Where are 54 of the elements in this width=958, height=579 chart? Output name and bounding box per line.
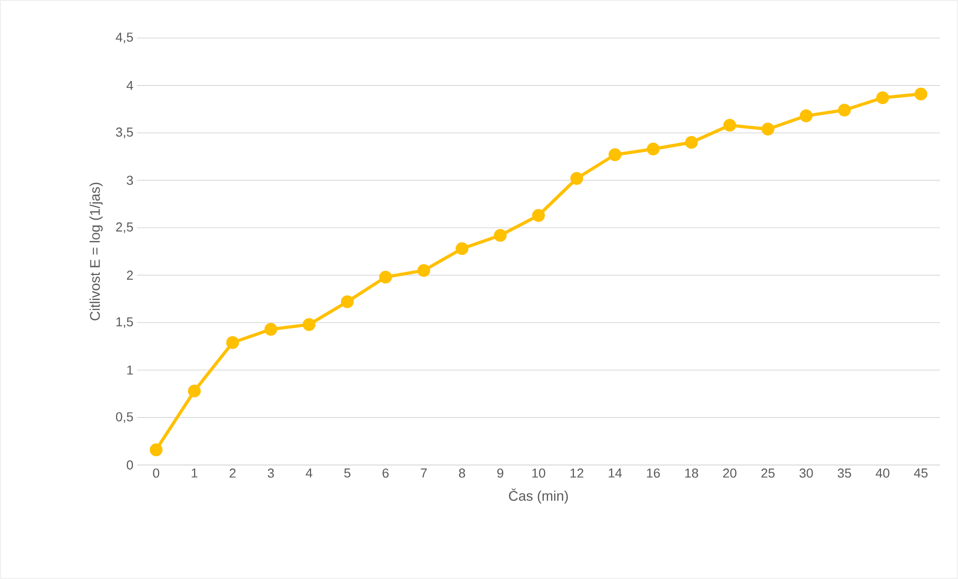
y-tick-label: 4,5	[116, 32, 133, 44]
point	[685, 136, 698, 149]
point	[608, 148, 622, 162]
point	[188, 384, 201, 398]
y-tick-label: 4	[126, 80, 134, 90]
y-tick-label: 1	[127, 366, 133, 375]
point	[302, 318, 316, 331]
x-tick-label: 5	[344, 468, 350, 478]
point	[456, 242, 468, 256]
y-tick-label: 0	[126, 460, 133, 470]
point	[150, 443, 163, 456]
x-tick-label: 45	[914, 468, 928, 478]
x-tick-label: 4	[306, 468, 312, 478]
y-axis-title: Citlivost E = log (1/jas)	[90, 182, 103, 320]
x-tick-label: 35	[838, 468, 852, 478]
x-tick-label: 25	[761, 468, 775, 478]
point	[876, 91, 890, 104]
y-tick-label: 1,5	[116, 317, 133, 328]
x-tick-label: 0	[153, 468, 160, 478]
point	[340, 295, 354, 308]
point	[800, 109, 813, 122]
x-tick-label: 16	[647, 468, 660, 478]
point	[417, 264, 430, 277]
point	[838, 104, 851, 117]
y-tick-label: 0,5	[116, 412, 133, 423]
x-tick-label: 1	[192, 468, 198, 478]
x-tick-label: 2	[230, 468, 236, 478]
point	[379, 270, 392, 284]
x-tick-label: 30	[799, 468, 813, 478]
point	[532, 209, 545, 222]
x-tick-label: 20	[723, 468, 736, 478]
point	[264, 322, 278, 336]
x-tick-label: 10	[532, 468, 546, 478]
point	[226, 336, 240, 349]
point	[762, 122, 774, 136]
x-tick-label: 6	[382, 468, 389, 478]
x-tick-label: 12	[570, 468, 584, 478]
y-tick-label: 2	[126, 270, 133, 280]
y-tick-label: 3	[126, 176, 133, 185]
y-tick-label: 3,5	[116, 128, 133, 138]
x-tick-label: 9	[497, 468, 504, 478]
point	[723, 118, 736, 132]
x-tick-label: 18	[685, 468, 698, 478]
point	[494, 228, 507, 242]
y-tick-label: 2,5	[116, 222, 133, 234]
x-tick-label: 14	[608, 468, 622, 478]
x-tick-label: 8	[458, 468, 466, 478]
x-tick-label: 40	[876, 468, 890, 478]
point	[914, 88, 928, 100]
x-tick-label: 7	[420, 468, 427, 478]
point	[646, 142, 660, 156]
x-axis-title: Čas (min)	[508, 488, 568, 504]
x-tick-label: 3	[268, 468, 274, 478]
point	[570, 172, 584, 185]
